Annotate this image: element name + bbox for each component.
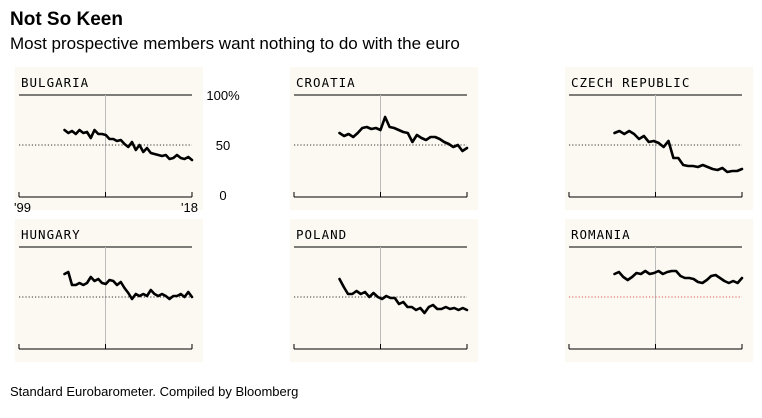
panel-background — [290, 67, 478, 210]
series-line-poland — [338, 277, 469, 315]
series-line-croatia — [338, 115, 469, 153]
panel-label: CZECH REPUBLIC — [571, 75, 690, 90]
panel-background — [565, 219, 753, 362]
x-tick-label-end: '18 — [181, 200, 198, 215]
panel-background — [15, 219, 203, 362]
panel-background — [565, 67, 753, 210]
panel-croatia: CROATIA — [290, 67, 478, 210]
panel-poland: POLAND — [290, 219, 478, 362]
chart-title: Not So Keen — [10, 9, 123, 30]
panel-label: BULGARIA — [21, 75, 89, 90]
series-line-czech-republic — [613, 129, 744, 174]
panel-label: CROATIA — [296, 75, 356, 90]
chart-subtitle: Most prospective members want nothing to… — [10, 34, 460, 53]
panel-hungary: HUNGARY — [15, 219, 203, 362]
panel-label: HUNGARY — [21, 227, 81, 242]
series-line-hungary — [63, 270, 194, 301]
y-tick-label: 0 — [219, 188, 226, 203]
y-tick-label: 100% — [206, 88, 240, 103]
source-note: Standard Eurobarometer. Compiled by Bloo… — [10, 384, 299, 399]
series-line-bulgaria — [63, 128, 194, 162]
panel-label: ROMANIA — [571, 227, 631, 242]
panel-czech-republic: CZECH REPUBLIC — [565, 67, 753, 210]
series-line-romania — [613, 269, 744, 285]
x-tick-label-start: '99 — [14, 200, 31, 215]
panel-background — [290, 219, 478, 362]
panel-label: POLAND — [296, 227, 347, 242]
panel-romania: ROMANIA — [565, 219, 753, 362]
panel-bulgaria: BULGARIA 100% 50 0 '99 '18 — [14, 67, 240, 215]
y-tick-label: 50 — [216, 138, 230, 153]
